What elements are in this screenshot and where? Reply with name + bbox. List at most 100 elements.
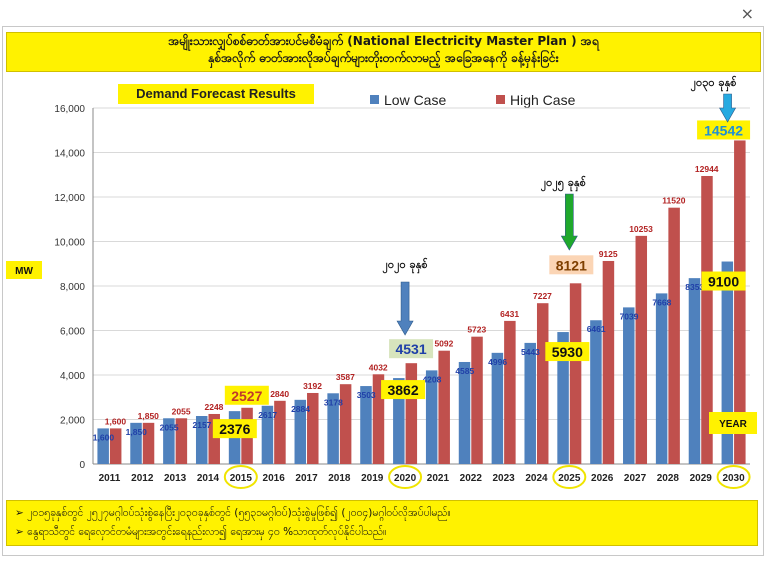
bar-low — [97, 428, 109, 464]
bar-high — [339, 384, 352, 464]
data-label-low: 5443 — [521, 347, 540, 357]
data-label-low: 8353 — [685, 282, 704, 292]
bar-low — [491, 352, 504, 464]
data-label-high: 1,600 — [105, 416, 127, 426]
x-tick-label: 2024 — [525, 473, 548, 484]
bar-high — [504, 320, 516, 464]
data-label-low: 7039 — [620, 311, 639, 321]
bar-high — [208, 413, 220, 464]
down-arrow-icon — [396, 281, 414, 336]
x-tick-label: 2023 — [493, 473, 516, 484]
data-label-low: 2884 — [291, 404, 310, 414]
legend-low-label: Low Case — [384, 92, 447, 108]
bar-high — [109, 428, 122, 464]
legend-high-swatch — [496, 95, 505, 104]
callout-value: 4531 — [395, 341, 426, 357]
y-tick-label: 8,000 — [60, 282, 85, 293]
data-label-low: 2157 — [193, 420, 212, 430]
bar-high — [142, 422, 155, 464]
callout-value: 2527 — [231, 388, 262, 404]
callout-value: 8121 — [556, 257, 587, 273]
year-highlight-circle — [223, 465, 258, 489]
callout-box — [224, 385, 269, 405]
bar-high — [569, 283, 582, 464]
data-label-high: 2840 — [270, 389, 289, 399]
bar-low — [524, 342, 536, 464]
data-label-low: 3503 — [357, 390, 376, 400]
year-highlight-circle — [552, 465, 587, 489]
x-tick-label: 2020 — [394, 473, 417, 484]
bar-high — [668, 207, 680, 464]
x-tick-label: 2029 — [690, 473, 713, 484]
callout-value: 9100 — [708, 274, 739, 290]
bar-high — [701, 175, 713, 464]
bar-low — [458, 361, 471, 464]
data-label-high: 3192 — [303, 381, 322, 391]
notes-box: ➢ ၂၀၁၅ခုနှစ်တွင် ၂၅၂၇မဂ္ဂါဝပ်သုံးစွဲနေပြ… — [6, 500, 758, 546]
data-label-high: 5092 — [434, 339, 453, 349]
data-label-low: 7668 — [652, 297, 671, 307]
x-tick-label: 2025 — [558, 473, 581, 484]
data-label-high: 2055 — [172, 406, 191, 416]
data-label-low: 3178 — [324, 397, 343, 407]
note-1: ➢ ၂၀၁၅ခုနှစ်တွင် ၂၅၂၇မဂ္ဂါဝပ်သုံးစွဲနေပြ… — [15, 507, 451, 519]
chart-title: Demand Forecast Results — [118, 84, 314, 104]
bar-high — [635, 235, 648, 464]
bar-high — [471, 336, 483, 464]
bar-high — [438, 350, 450, 464]
callout-box — [545, 342, 590, 362]
y-tick-label: 0 — [79, 460, 85, 471]
x-tick-label: 2022 — [460, 473, 483, 484]
data-label-low: 1,850 — [126, 427, 148, 437]
bar-low — [590, 320, 602, 464]
bar-low — [393, 378, 405, 464]
bar-high — [372, 374, 385, 464]
x-tick-label: 2019 — [361, 473, 384, 484]
data-label-low: 6461 — [587, 324, 606, 334]
legend-low: Low Case — [370, 92, 446, 108]
x-tick-label: 2016 — [263, 473, 286, 484]
x-tick-label: 2018 — [328, 473, 351, 484]
bar-low — [688, 278, 701, 464]
data-label-low: 1,600 — [93, 432, 115, 442]
x-tick-label: 2017 — [295, 473, 318, 484]
title-line-1: အမျိုးသားလျှပ်စစ်ဓာတ်အားပင်မစီမံချက် (Na… — [168, 34, 599, 48]
arrow-label: ၂၀၂၅ ခုနှစ် — [541, 175, 586, 192]
close-icon[interactable]: × — [740, 4, 754, 23]
y-axis-label: MW — [15, 266, 33, 277]
bar-low — [195, 416, 208, 464]
data-label-high: 2248 — [205, 402, 224, 412]
year-highlight-circle — [388, 465, 423, 489]
bar-low — [623, 307, 635, 464]
callout-value: 3862 — [387, 382, 418, 398]
bar-high — [274, 400, 286, 464]
legend-high-label: High Case — [510, 92, 576, 108]
data-label-high: 3587 — [336, 372, 355, 382]
data-label-high: 4032 — [369, 362, 388, 372]
x-tick-label: 2014 — [197, 473, 220, 484]
x-axis-label: YEAR — [719, 419, 748, 430]
y-tick-label: 6,000 — [60, 327, 85, 338]
callout-value: 14542 — [704, 122, 743, 138]
data-label-high: 6431 — [500, 309, 519, 319]
callout-box — [549, 255, 594, 275]
callout-value: 5930 — [552, 344, 583, 360]
year-highlight-circle — [716, 465, 751, 489]
y-tick-label: 2,000 — [60, 416, 85, 427]
note-2: ➢ နွေရာသီတွင် ရေလှောင်တမံများအတွင်းရေနည်… — [15, 526, 387, 538]
data-label-high: 11520 — [662, 196, 685, 206]
bar-low — [557, 332, 569, 464]
bar-high — [405, 363, 418, 464]
data-label-low: 4996 — [488, 357, 507, 367]
data-label-high: 7227 — [533, 291, 552, 301]
callout-box — [701, 271, 746, 291]
legend-low-swatch — [370, 95, 379, 104]
bar-high — [734, 140, 746, 465]
data-label-high: 12944 — [695, 164, 719, 174]
callout-box — [212, 419, 257, 439]
title-line-2: နှစ်အလိုက် ဓာတ်အားလိုအပ်ချက်များတိုးတက်လ… — [208, 51, 559, 65]
bar-low — [163, 418, 175, 464]
data-label-high: 10253 — [629, 224, 653, 234]
x-tick-label: 2011 — [99, 473, 121, 484]
